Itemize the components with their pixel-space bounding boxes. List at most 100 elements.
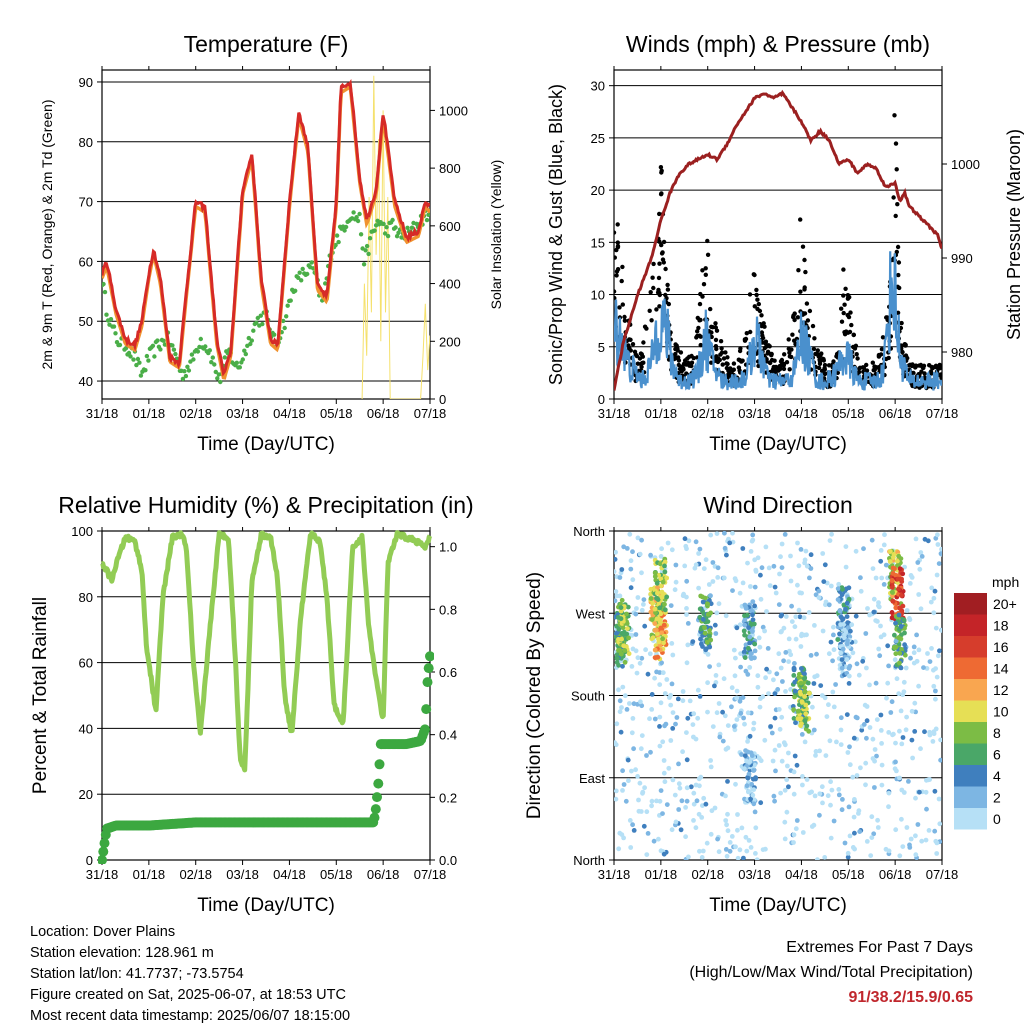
direction-point bbox=[781, 658, 786, 664]
direction-point bbox=[614, 589, 619, 594]
direction-point bbox=[890, 732, 895, 738]
gust-point bbox=[810, 323, 816, 329]
direction-point bbox=[752, 648, 758, 654]
y2-tick-label: 400 bbox=[439, 277, 461, 292]
direction-point bbox=[767, 583, 773, 588]
direction-point bbox=[883, 562, 889, 568]
x-tick-label: 03/18 bbox=[226, 867, 259, 882]
dewpoint-point bbox=[285, 303, 290, 308]
direction-point bbox=[750, 599, 756, 604]
direction-point bbox=[639, 733, 645, 738]
direction-point bbox=[631, 701, 637, 707]
direction-point bbox=[628, 558, 634, 564]
direction-point bbox=[779, 541, 785, 547]
gust-point bbox=[661, 239, 667, 245]
x-tick-label: 06/18 bbox=[879, 867, 912, 882]
y-tick-label: 80 bbox=[79, 135, 93, 150]
direction-point bbox=[657, 605, 663, 611]
direction-point bbox=[803, 711, 809, 717]
direction-point bbox=[870, 756, 876, 761]
gust-point bbox=[697, 318, 702, 323]
y-tick-label: 40 bbox=[79, 374, 93, 389]
direction-point bbox=[813, 753, 818, 758]
direction-point bbox=[925, 538, 931, 544]
direction-point bbox=[890, 590, 895, 595]
precipitation-point bbox=[425, 651, 434, 662]
direction-point bbox=[876, 603, 881, 609]
gust-point bbox=[626, 343, 631, 348]
direction-point bbox=[896, 586, 901, 592]
direction-point bbox=[733, 844, 738, 850]
direction-point bbox=[639, 655, 645, 661]
y2-tick-label: 980 bbox=[951, 345, 973, 360]
direction-point bbox=[897, 650, 903, 656]
direction-point bbox=[817, 791, 823, 797]
direction-point bbox=[724, 853, 730, 859]
direction-point bbox=[933, 726, 939, 732]
direction-point bbox=[614, 630, 620, 636]
gust-point bbox=[798, 289, 803, 294]
direction-point bbox=[863, 760, 869, 766]
gust-point bbox=[771, 366, 776, 372]
direction-point bbox=[640, 789, 646, 795]
direction-point bbox=[664, 594, 670, 600]
direction-point bbox=[768, 724, 773, 729]
direction-point bbox=[616, 846, 622, 852]
gust-point bbox=[685, 356, 690, 361]
direction-point bbox=[813, 749, 819, 754]
gust-point bbox=[842, 330, 847, 335]
y2-tick-label: 0.2 bbox=[439, 790, 457, 805]
direction-point bbox=[639, 570, 644, 576]
direction-point bbox=[799, 732, 805, 737]
direction-point bbox=[892, 632, 897, 638]
direction-point bbox=[617, 709, 623, 715]
direction-point bbox=[751, 720, 757, 726]
gust-point bbox=[714, 346, 719, 352]
gust-point bbox=[880, 335, 886, 340]
direction-point bbox=[927, 729, 932, 735]
direction-point bbox=[818, 683, 824, 688]
direction-point bbox=[699, 855, 705, 860]
direction-point bbox=[614, 721, 620, 727]
direction-point bbox=[897, 775, 902, 781]
direction-point bbox=[846, 596, 852, 602]
direction-point bbox=[654, 669, 659, 675]
dewpoint-point bbox=[215, 376, 220, 381]
direction-point bbox=[662, 563, 667, 569]
direction-point bbox=[828, 583, 834, 589]
direction-point bbox=[686, 854, 691, 860]
gust-point bbox=[657, 261, 662, 266]
direction-point bbox=[791, 791, 797, 797]
gust-point bbox=[839, 319, 845, 324]
direction-point bbox=[772, 798, 777, 804]
direction-point bbox=[844, 614, 850, 619]
direction-point bbox=[894, 676, 900, 682]
direction-point bbox=[745, 672, 751, 677]
dewpoint-point bbox=[222, 355, 227, 360]
direction-point bbox=[660, 811, 665, 816]
gust-point bbox=[796, 268, 801, 273]
direction-point bbox=[916, 647, 922, 653]
direction-point bbox=[750, 617, 756, 623]
direction-point bbox=[892, 657, 898, 663]
direction-point bbox=[871, 609, 877, 615]
gust-point bbox=[759, 313, 764, 318]
direction-point bbox=[798, 547, 804, 552]
direction-point bbox=[752, 641, 758, 647]
direction-point bbox=[889, 578, 895, 583]
direction-point bbox=[901, 679, 907, 685]
gust-point bbox=[647, 308, 652, 313]
direction-point bbox=[793, 720, 798, 726]
extremes-box: Extremes For Past 7 Days (High/Low/Max W… bbox=[689, 935, 973, 1010]
direction-point bbox=[788, 578, 794, 584]
direction-point bbox=[745, 710, 751, 716]
dewpoint-point bbox=[185, 364, 190, 369]
direction-point bbox=[783, 650, 789, 655]
gust-point bbox=[703, 266, 708, 271]
gust-point bbox=[752, 304, 757, 309]
direction-point bbox=[649, 617, 655, 622]
gust-point bbox=[817, 361, 823, 366]
dewpoint-point bbox=[323, 281, 328, 286]
direction-point bbox=[652, 621, 658, 626]
direction-point bbox=[684, 730, 689, 735]
